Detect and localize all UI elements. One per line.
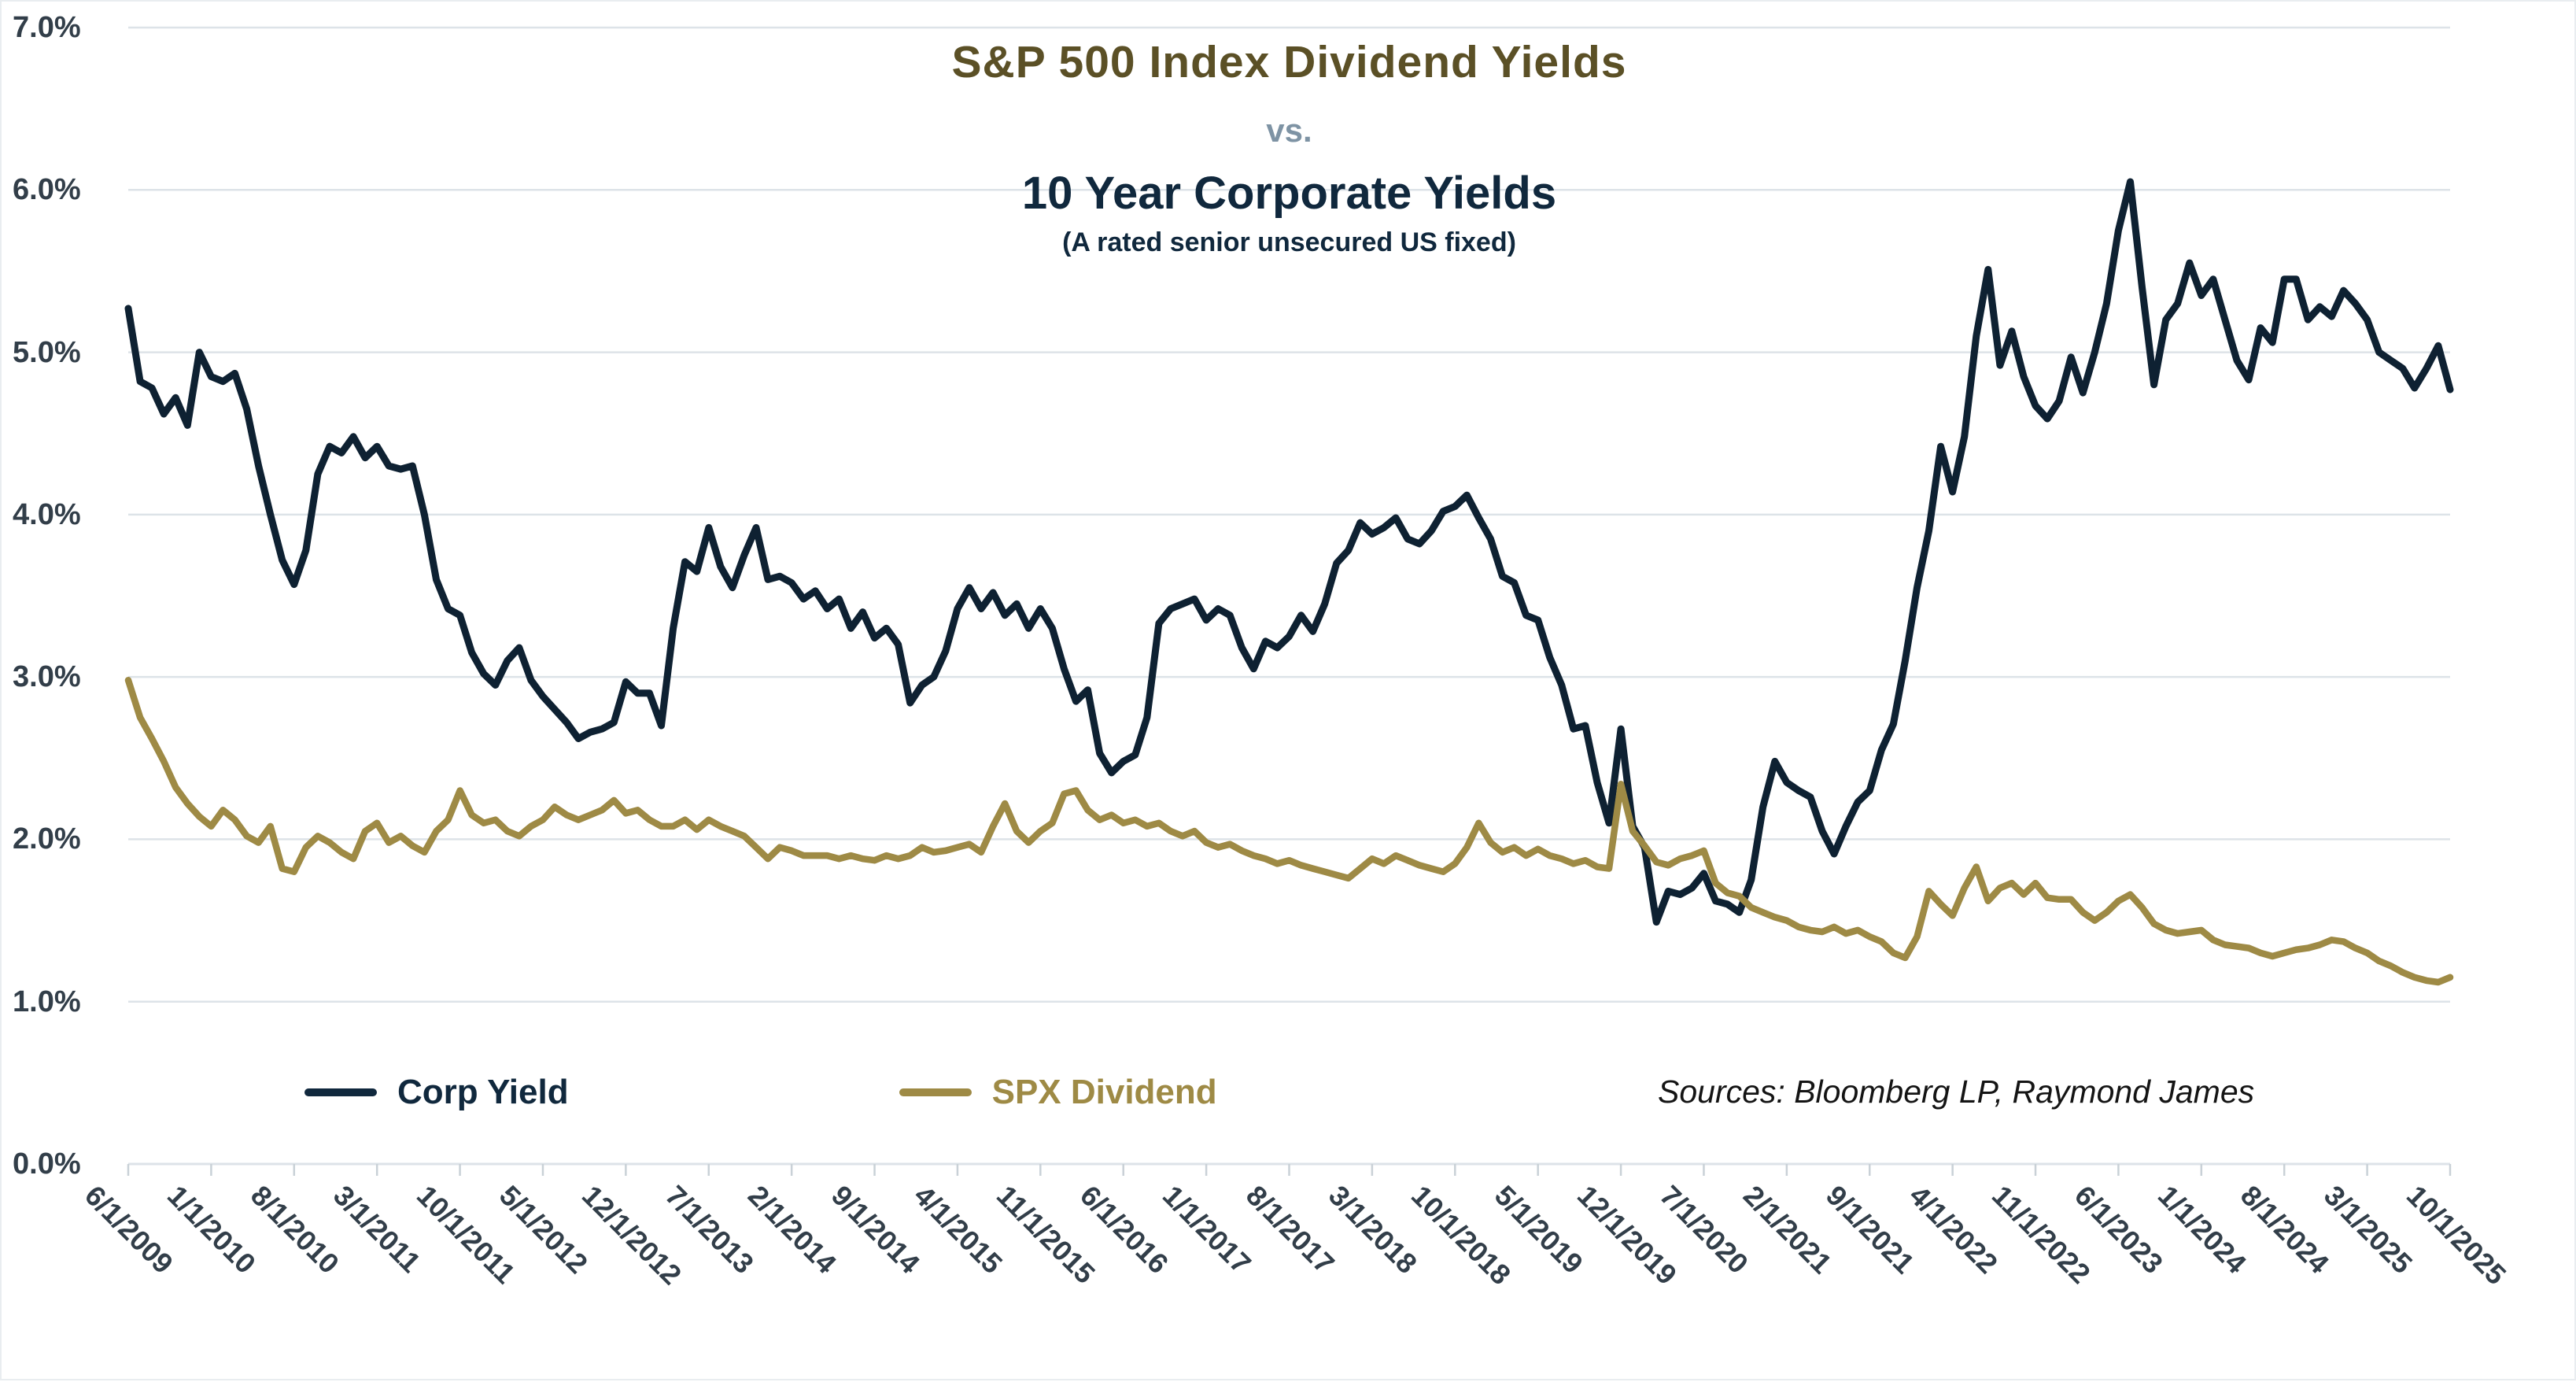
legend: Corp Yield SPX Dividend [304,1069,1217,1116]
series-line-corp-yield [124,178,2454,926]
legend-label-corp-yield: Corp Yield [397,1073,569,1111]
legend-label-spx-dividend: SPX Dividend [991,1073,1217,1111]
y-axis-label-2.0pct: 2.0% [13,822,81,856]
y-axis-label-3.0pct: 3.0% [13,660,81,694]
spx-dividend-line-swatch-icon [899,1088,972,1096]
legend-item-spx-dividend: SPX Dividend [899,1073,1217,1112]
legend-item-corp-yield: Corp Yield [304,1073,569,1112]
y-axis-label-5.0pct: 5.0% [13,335,81,369]
corp-yield-line-swatch-icon [304,1088,377,1096]
y-axis-label-0.0pct: 0.0% [13,1147,81,1181]
y-axis-label-6.0pct: 6.0% [13,173,81,207]
y-axis-label-1.0pct: 1.0% [13,985,81,1018]
y-axis-label-7.0pct: 7.0% [13,11,81,44]
series-line-spx-dividend [124,677,2454,986]
y-axis-label-4.0pct: 4.0% [13,497,81,531]
sources-note: Sources: Bloomberg LP, Raymond James [1658,1073,2255,1110]
